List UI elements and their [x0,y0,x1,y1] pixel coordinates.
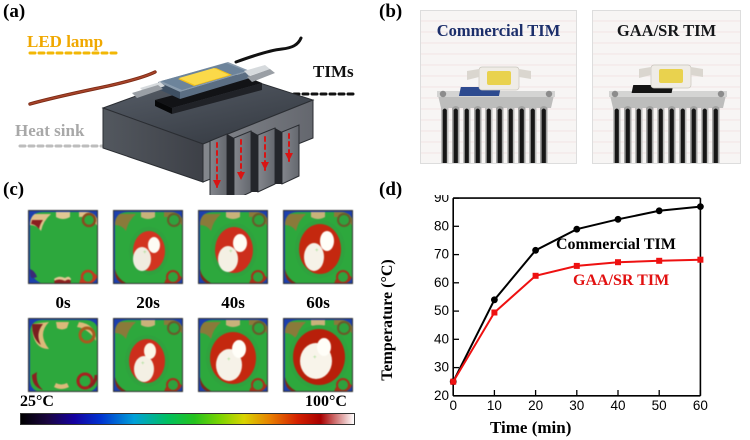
svg-text:+: + [143,250,147,256]
svg-text:0: 0 [449,398,457,413]
svg-text:60: 60 [693,398,708,413]
svg-text:+: + [229,249,233,255]
svg-text:90: 90 [434,195,449,205]
svg-text:30: 30 [569,398,584,413]
svg-text:50: 50 [434,303,449,318]
svg-text:20: 20 [434,388,449,403]
svg-text:80: 80 [434,218,449,233]
svg-text:+: + [227,357,231,363]
svg-text:10: 10 [487,398,502,413]
svg-text:20: 20 [528,398,543,413]
svg-text:+: + [315,248,319,254]
svg-text:30: 30 [434,360,449,375]
svg-text:40: 40 [610,398,625,413]
svg-text:40: 40 [434,331,449,346]
svg-text:50: 50 [652,398,667,413]
svg-text:+: + [141,361,145,367]
svg-text:60: 60 [434,275,449,290]
svg-text:70: 70 [434,247,449,262]
svg-text:+: + [313,355,317,361]
